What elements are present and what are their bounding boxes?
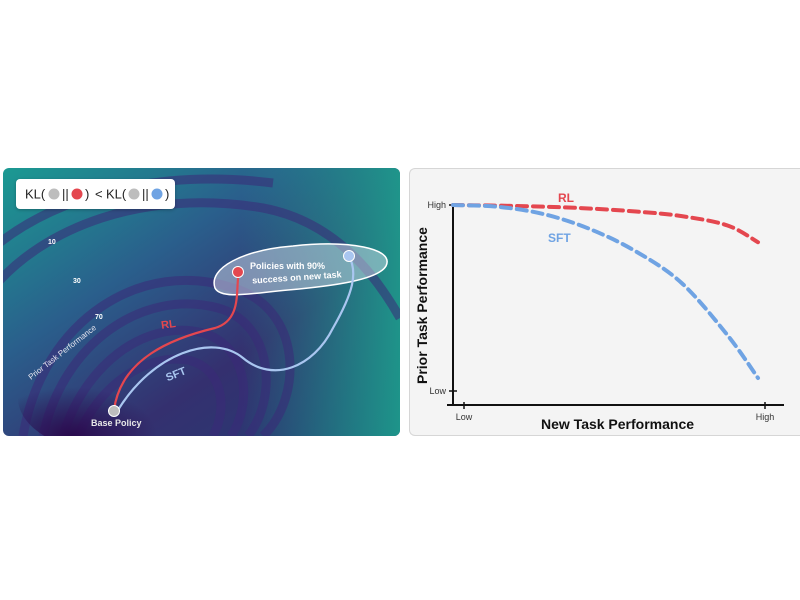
tradeoff-chart: Low High Low High RL SFT New Task Performanc…	[414, 191, 784, 432]
kl-legend-box: KL( || ) < KL( || )	[16, 179, 175, 209]
sft-endpoint	[343, 250, 355, 262]
landscape-svg: 10 30 70 Prior Task Performance Policies…	[3, 168, 400, 436]
valley-shade	[18, 343, 208, 436]
kl-close-1: )	[85, 187, 89, 202]
x-tick-label-high: High	[756, 412, 775, 422]
series-label-rl: RL	[558, 191, 574, 205]
y-tick-label-low: Low	[429, 386, 446, 396]
base-policy-point	[108, 405, 120, 417]
chart-series: RL SFT	[451, 191, 760, 380]
contour-label-30: 30	[73, 278, 81, 285]
rl-path	[112, 271, 241, 411]
series-label-sft: SFT	[548, 231, 571, 245]
region-label-line1: Policies with 90%	[250, 261, 325, 271]
kl-less-than: <	[95, 187, 103, 202]
contour-label-10: 10	[48, 239, 56, 246]
contour-label-70: 70	[95, 314, 103, 321]
chart-ticks: Low High Low High	[427, 200, 774, 422]
series-line-sft	[451, 203, 760, 380]
series-line-rl	[451, 203, 760, 245]
kl-prefix-2: KL(	[106, 187, 127, 202]
kl-base-dot-2	[128, 188, 140, 200]
x-tick-label-low: Low	[456, 412, 473, 422]
kl-rl-dot	[71, 188, 83, 200]
kl-prefix-1: KL(	[25, 187, 46, 202]
rl-path-label: RL	[160, 318, 176, 332]
y-tick-label-high: High	[427, 200, 446, 210]
kl-close-2: )	[165, 187, 169, 202]
sft-path	[117, 255, 355, 411]
kl-legend-svg: KL( || ) < KL( || )	[25, 187, 169, 202]
chart-axes	[447, 203, 784, 406]
kl-bars-2: ||	[142, 187, 149, 202]
rl-endpoint	[232, 266, 244, 278]
kl-base-dot-1	[48, 188, 60, 200]
kl-bars-1: ||	[62, 187, 69, 202]
base-policy-label: Base Policy	[91, 418, 142, 428]
y-axis-title: Prior Task Performance	[414, 227, 430, 384]
landscape-diagram-panel: 10 30 70 Prior Task Performance Policies…	[3, 168, 400, 436]
kl-sft-dot	[151, 188, 163, 200]
x-axis-title: New Task Performance	[541, 416, 694, 432]
tradeoff-chart-panel: Low High Low High RL SFT New Task Performanc…	[409, 168, 800, 436]
